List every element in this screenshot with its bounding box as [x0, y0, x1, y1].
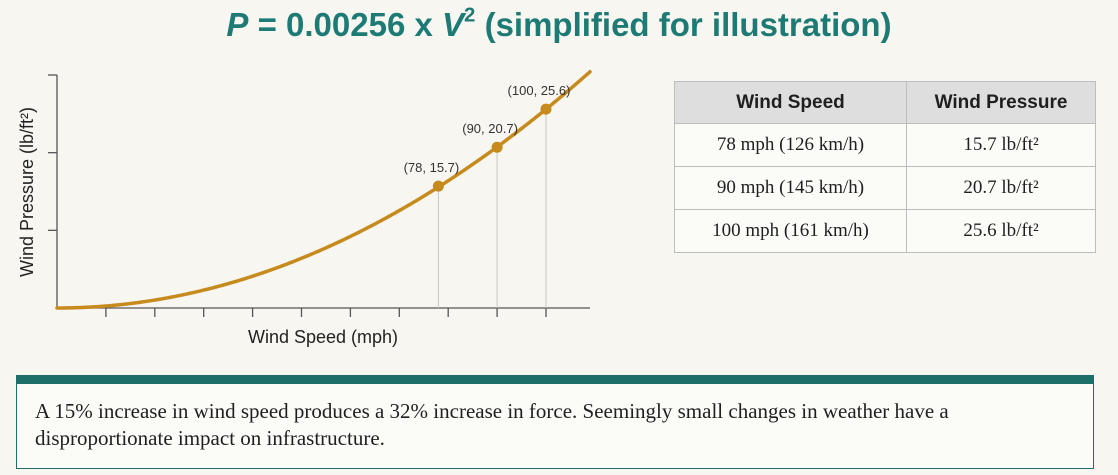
cell-speed: 78 mph (126 km/h): [674, 123, 907, 167]
table-row: 100 mph (161 km/h) 25.6 lb/ft²: [674, 209, 1096, 253]
title-var-p: P: [226, 6, 249, 43]
table-row: 78 mph (126 km/h) 15.7 lb/ft²: [674, 123, 1096, 167]
cell-speed: 90 mph (145 km/h): [674, 166, 907, 210]
cell-speed: 100 mph (161 km/h): [674, 209, 907, 253]
data-point-label: (90, 20.7): [462, 121, 518, 136]
data-point: [540, 103, 552, 115]
x-axis-title: Wind Speed (mph): [248, 327, 398, 347]
table-header-row: Wind Speed Wind Pressure: [674, 81, 1096, 124]
pressure-curve: [55, 70, 592, 310]
title-tail: (simplified for illustration): [475, 6, 892, 43]
wind-pressure-chart: (78, 15.7) (90, 20.7) (100, 25.6) Wind Pre…: [17, 70, 592, 347]
insight-text: A 15% increase in wind speed produces a …: [35, 399, 949, 450]
cell-pressure: 25.6 lb/ft²: [906, 209, 1096, 253]
data-point-label: (78, 15.7): [404, 160, 460, 175]
y-axis-title: Wind Pressure (lb/ft²): [17, 107, 37, 277]
insight-note: A 15% increase in wind speed produces a …: [16, 375, 1094, 469]
header-wind-speed: Wind Speed: [674, 81, 907, 124]
data-point: [432, 180, 444, 192]
table-row: 90 mph (145 km/h) 20.7 lb/ft²: [674, 166, 1096, 210]
cell-pressure: 20.7 lb/ft²: [906, 166, 1096, 210]
header-wind-pressure: Wind Pressure: [906, 81, 1096, 124]
wind-pressure-table: Wind Speed Wind Pressure 78 mph (126 km/…: [674, 81, 1096, 253]
title-exponent: 2: [464, 3, 476, 27]
title-var-v: V: [442, 6, 465, 43]
cell-pressure: 15.7 lb/ft²: [906, 123, 1096, 167]
data-point: [491, 141, 503, 153]
title-mid: = 0.00256 x: [248, 6, 443, 43]
data-point-label: (100, 25.6): [508, 83, 571, 98]
formula-title: P = 0.00256 x V2 (simplified for illustr…: [0, 3, 1118, 44]
